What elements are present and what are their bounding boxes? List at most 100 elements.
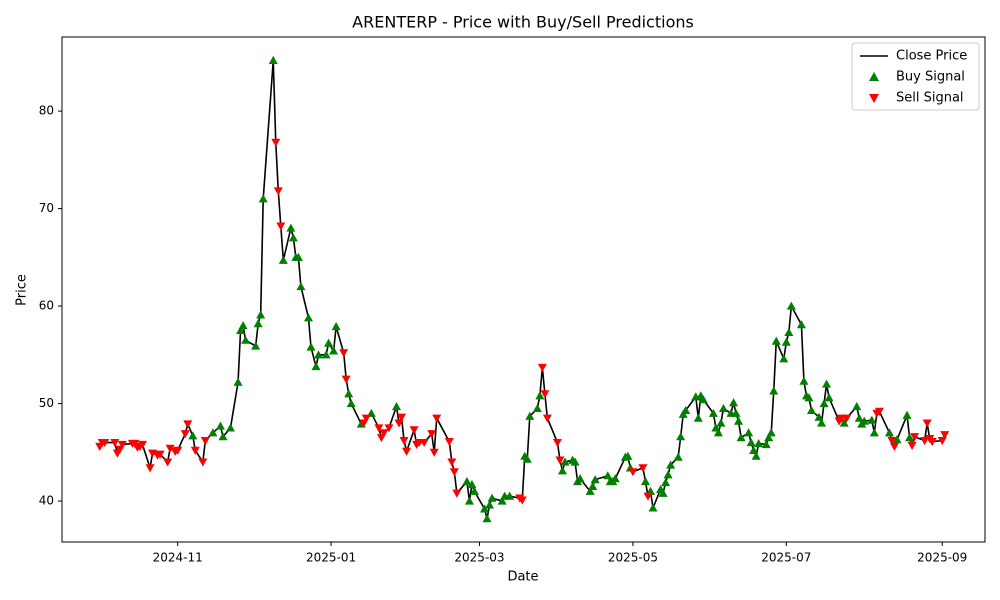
sell-marker	[200, 437, 210, 446]
sell-marker	[165, 444, 175, 453]
sell-marker	[922, 419, 932, 428]
buy-marker	[480, 504, 490, 513]
buy-marker	[303, 313, 313, 322]
buy-marker	[734, 416, 744, 425]
sell-marker	[447, 458, 457, 467]
sell-marker	[394, 419, 404, 428]
plot-frame	[61, 36, 986, 543]
sell-marker	[432, 414, 442, 423]
buy-marker	[666, 460, 676, 469]
buy-marker	[867, 415, 877, 424]
y-tick-label: 60	[39, 299, 54, 313]
sell-marker	[137, 440, 147, 450]
y-tick-label: 70	[39, 201, 54, 215]
buy-marker	[839, 418, 849, 427]
sell-marker	[920, 437, 930, 446]
sell-marker	[402, 447, 412, 456]
buy-marker	[716, 418, 726, 427]
buy-marker	[467, 479, 477, 489]
buy-marker	[525, 411, 535, 420]
buy-marker	[464, 496, 474, 505]
legend-label: Sell Signal	[896, 91, 964, 106]
buy-marker	[258, 194, 268, 203]
buy-marker	[610, 474, 620, 483]
buy-marker	[769, 386, 779, 395]
buy-marker	[188, 431, 198, 440]
buy-marker	[852, 401, 862, 411]
sell-marker	[155, 450, 165, 459]
buy-marker	[784, 327, 794, 336]
x-tick-label: 2025-07	[761, 551, 811, 565]
buy-marker	[640, 477, 650, 486]
sell-marker	[540, 390, 550, 399]
sell-marker	[537, 363, 547, 372]
sell-marker	[273, 187, 283, 196]
chart-title: ARENTERP - Price with Buy/Sell Predictio…	[352, 13, 694, 32]
buy-marker	[469, 486, 479, 495]
buy-marker	[575, 474, 585, 483]
buy-marker	[462, 477, 472, 486]
sell-marker	[449, 468, 459, 477]
legend-marker	[869, 72, 879, 81]
buy-marker	[698, 395, 708, 404]
buy-marker	[570, 457, 580, 466]
buy-marker	[346, 399, 356, 408]
buy-marker	[771, 336, 781, 345]
buy-marker	[306, 342, 316, 351]
buy-marker	[233, 377, 243, 386]
y-axis-label: Price	[15, 274, 30, 306]
buy-marker	[869, 428, 879, 437]
buy-marker	[673, 452, 683, 461]
buy-marker	[859, 416, 869, 425]
buy-marker	[786, 301, 796, 310]
sell-marker	[937, 437, 947, 446]
buy-marker	[324, 338, 334, 347]
buy-marker	[311, 362, 321, 371]
buy-marker	[588, 481, 598, 491]
buy-marker	[905, 433, 915, 442]
buy-marker	[590, 475, 600, 484]
buy-marker	[764, 433, 774, 442]
x-tick-label: 2025-03	[454, 551, 504, 565]
buy-marker	[681, 405, 691, 414]
sell-marker	[117, 440, 127, 450]
sell-marker	[163, 458, 173, 467]
buy-marker	[766, 428, 776, 437]
legend-box	[851, 42, 980, 111]
buy-marker	[218, 432, 228, 441]
sell-marker	[429, 448, 439, 457]
sell-marker	[183, 420, 193, 429]
buy-marker	[814, 412, 824, 421]
buy-marker	[736, 433, 746, 442]
sell-marker	[887, 437, 897, 446]
buy-marker	[676, 432, 686, 441]
buy-marker	[208, 428, 218, 437]
buy-marker	[603, 471, 613, 480]
buy-marker	[268, 55, 278, 64]
sell-marker	[379, 429, 389, 438]
buy-marker	[288, 233, 298, 242]
buy-marker	[522, 454, 532, 463]
buy-marker	[663, 470, 673, 479]
sell-marker	[271, 138, 281, 147]
sell-marker	[542, 414, 552, 423]
sell-marker	[643, 492, 653, 501]
sell-marker	[628, 468, 638, 477]
buy-marker	[806, 405, 816, 414]
buy-marker	[754, 439, 764, 448]
sell-marker	[361, 414, 371, 423]
sell-marker	[100, 438, 110, 448]
buy-marker	[892, 435, 902, 444]
sell-marker	[552, 438, 562, 448]
sell-marker	[173, 446, 183, 455]
buy-marker	[822, 379, 832, 388]
buy-marker	[648, 503, 658, 512]
sell-marker	[110, 438, 120, 448]
buy-marker	[487, 493, 497, 502]
sell-marker	[555, 456, 565, 465]
buy-marker	[278, 255, 288, 264]
sell-marker	[907, 441, 917, 450]
